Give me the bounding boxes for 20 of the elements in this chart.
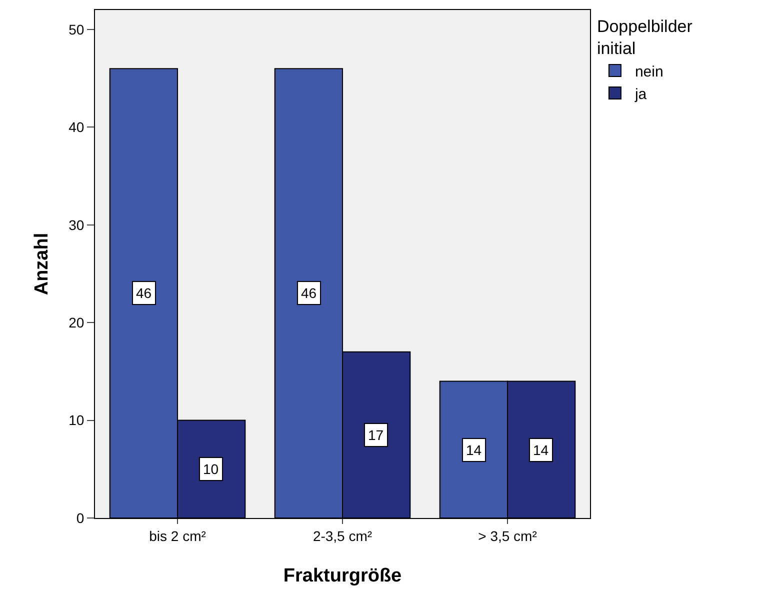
data-label: 17 (368, 427, 384, 443)
data-label: 46 (136, 285, 152, 301)
legend-label: nein (634, 63, 664, 80)
y-tick-label: 40 (68, 119, 84, 136)
y-tick-label: 10 (68, 412, 84, 428)
y-tick-label: 50 (68, 21, 84, 38)
x-axis-title: Frakturgröße (283, 566, 402, 587)
data-label: 14 (466, 442, 482, 458)
x-tick-label: > 3,5 cm² (478, 528, 538, 544)
data-label: 10 (203, 461, 219, 477)
x-tick-label: bis 2 cm² (149, 528, 206, 544)
y-tick-label: 0 (76, 510, 84, 526)
y-tick-label: 30 (68, 216, 84, 233)
y-axis-title: Anzahl (31, 232, 52, 296)
data-label: 14 (533, 442, 549, 458)
y-tick-label: 20 (68, 314, 84, 331)
data-label: 46 (301, 285, 317, 301)
legend-label: ja (634, 86, 648, 103)
legend-title: Doppelbilder initial (596, 17, 693, 58)
x-tick-label: 2-3,5 cm² (312, 528, 372, 544)
